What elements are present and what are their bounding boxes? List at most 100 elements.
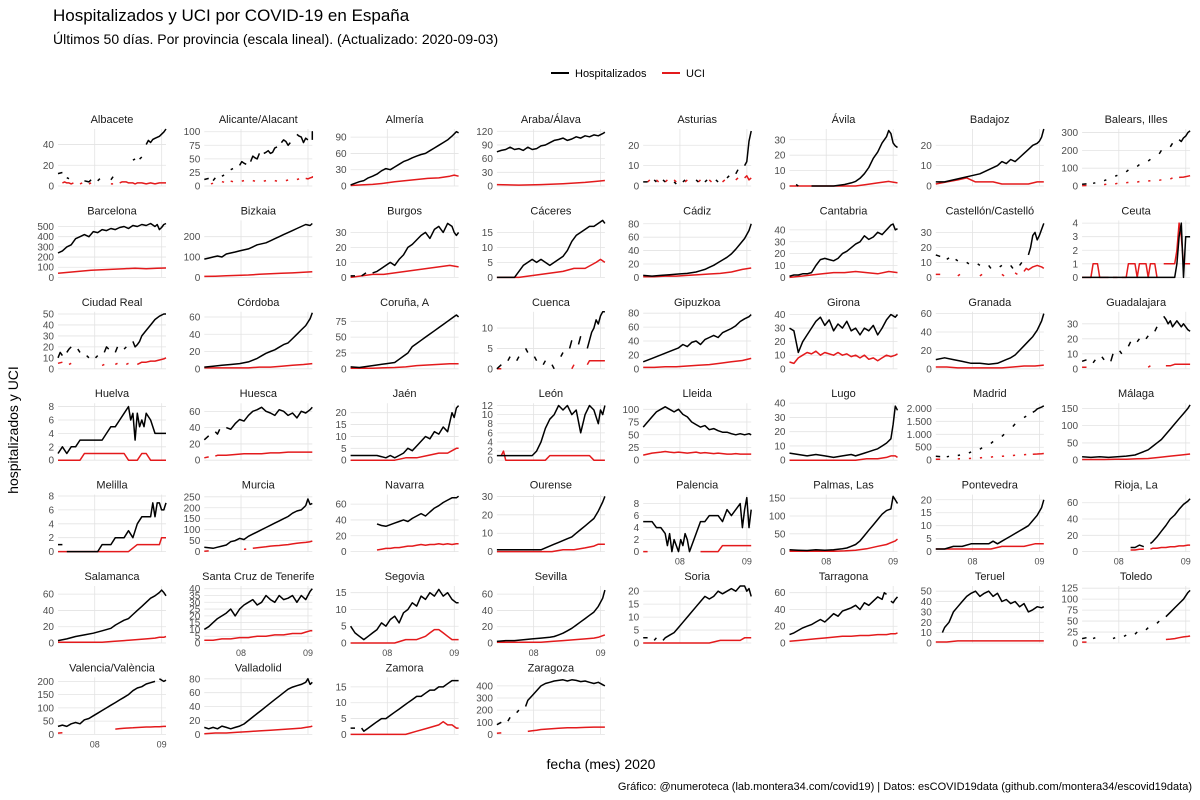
y-tick-label: 40 xyxy=(189,330,201,341)
x-tick-label: 08 xyxy=(90,739,100,749)
y-tick-label: 60 xyxy=(335,500,347,511)
y-tick-label: 20 xyxy=(774,622,786,633)
series-hospitalizados xyxy=(935,405,1045,458)
y-tick-label: 75 xyxy=(1067,606,1079,617)
facet-label: Ávila xyxy=(832,113,857,126)
y-tick-label: 50 xyxy=(189,154,201,165)
series-hospitalizados xyxy=(643,223,752,277)
y-tick-label: 0 xyxy=(341,182,347,193)
facet-label: Albacete xyxy=(91,114,134,126)
series-uci xyxy=(204,451,313,459)
facet-panel-balears-illes: Balears, Illes 0 100 200 300 xyxy=(1061,114,1191,193)
series-hospitalizados xyxy=(496,311,605,370)
x-tick-label: 09 xyxy=(888,557,898,567)
y-tick-label: 200 xyxy=(184,503,201,514)
y-tick-label: 10 xyxy=(482,529,494,540)
y-tick-label: 0 xyxy=(48,182,54,193)
series-hospitalizados xyxy=(204,222,313,260)
y-tick-label: 40 xyxy=(482,606,494,617)
y-tick-label: 0 xyxy=(195,547,201,558)
series-uci xyxy=(789,632,898,643)
y-tick-label: 10 xyxy=(774,261,786,272)
series-hospitalizados xyxy=(350,130,459,186)
series-hospitalizados xyxy=(57,222,167,254)
y-tick-label: 125 xyxy=(1061,584,1078,595)
y-tick-label: 0 xyxy=(487,273,493,284)
chart-caption: Gráfico: @numeroteca (lab.montera34.com/… xyxy=(618,781,1192,793)
y-tick-label: 60 xyxy=(921,309,933,320)
facet-label: Jaén xyxy=(393,388,417,400)
facet-panel-cadiz: Cádiz 0 20 40 60 80 xyxy=(628,205,752,284)
facet-label: Coruña, A xyxy=(380,297,430,309)
y-tick-label: 5 xyxy=(341,444,347,455)
x-axis-title: fecha (mes) 2020 xyxy=(547,756,656,772)
y-tick-label: 2 xyxy=(487,447,493,458)
series-uci xyxy=(57,357,167,367)
y-tick-label: 150 xyxy=(37,690,54,701)
y-tick-label: 100 xyxy=(37,703,54,714)
series-uci xyxy=(643,267,752,278)
y-tick-label: 15 xyxy=(335,682,347,693)
series-hospitalizados xyxy=(642,314,752,363)
facet-panel-avila: Ávila 0 10 20 30 xyxy=(774,113,898,193)
series-uci xyxy=(204,725,313,735)
facet-label: Sevilla xyxy=(535,571,568,583)
y-tick-label: 50 xyxy=(628,430,640,441)
y-tick-label: 10 xyxy=(335,698,347,709)
series-hospitalizados xyxy=(204,130,314,182)
y-tick-label: 90 xyxy=(482,140,494,151)
y-tick-label: 0 xyxy=(780,364,786,375)
facet-label: Murcia xyxy=(242,480,276,492)
y-tick-label: 20 xyxy=(774,151,786,162)
series-uci xyxy=(496,726,605,734)
facet-label: Cáceres xyxy=(530,205,571,217)
y-tick-label: 200 xyxy=(1061,146,1078,157)
facet-label: Tarragona xyxy=(819,571,869,583)
series-hospitalizados xyxy=(941,590,1045,633)
y-tick-label: 200 xyxy=(37,677,54,688)
y-tick-label: 25 xyxy=(1067,628,1079,639)
y-tick-label: 20 xyxy=(189,716,201,727)
chart-subtitle: Últimos 50 días. Por provincia (escala l… xyxy=(53,31,498,47)
y-tick-label: 30 xyxy=(482,492,494,503)
y-tick-label: 0 xyxy=(195,730,201,741)
y-tick-label: 5 xyxy=(341,714,347,725)
y-tick-label: 100 xyxy=(184,253,201,264)
y-tick-label: 0 xyxy=(487,730,493,741)
y-tick-label: 8 xyxy=(487,419,493,430)
y-tick-label: 0 xyxy=(634,182,640,193)
x-tick-label: 09 xyxy=(1181,557,1191,567)
x-tick-label: 09 xyxy=(1034,557,1044,567)
facet-label: Palmas, Las xyxy=(813,480,874,492)
y-tick-label: 0 xyxy=(780,639,786,650)
y-tick-label: 10 xyxy=(482,324,494,335)
facet-panel-madrid: Madrid 0 500 1.000 1.500 2.000 xyxy=(907,388,1045,467)
series-hospitalizados xyxy=(935,499,1045,550)
y-tick-label: 20 xyxy=(774,427,786,438)
facet-label: Bizkaia xyxy=(241,205,277,217)
facet-label: Rioja, La xyxy=(1114,480,1158,492)
y-tick-label: 25 xyxy=(335,348,347,359)
y-tick-label: 10 xyxy=(774,351,786,362)
facet-label: Gipuzkoa xyxy=(674,297,721,309)
y-tick-label: 0 xyxy=(780,456,786,467)
series-uci xyxy=(350,174,459,187)
y-tick-label: 40 xyxy=(189,702,201,713)
y-tick-label: 0 xyxy=(780,547,786,558)
y-tick-label: 0 xyxy=(48,364,54,375)
y-tick-label: 0 xyxy=(1073,364,1079,375)
series-hospitalizados xyxy=(496,589,606,643)
facet-panel-araba-alava: Araba/Álava 0 30 60 90 120 xyxy=(476,113,606,193)
facet-panel-albacete: Albacete 0 20 40 xyxy=(43,114,167,193)
facet-panel-bizkaia: Bizkaia 0 100 200 xyxy=(184,205,313,284)
series-hospitalizados xyxy=(376,495,460,528)
y-tick-label: 20 xyxy=(628,141,640,152)
y-tick-label: 20 xyxy=(482,510,494,521)
series-uci xyxy=(935,452,1044,460)
y-tick-label: 15 xyxy=(335,420,347,431)
y-tick-label: 0 xyxy=(195,273,201,284)
series-hospitalizados xyxy=(496,404,606,457)
